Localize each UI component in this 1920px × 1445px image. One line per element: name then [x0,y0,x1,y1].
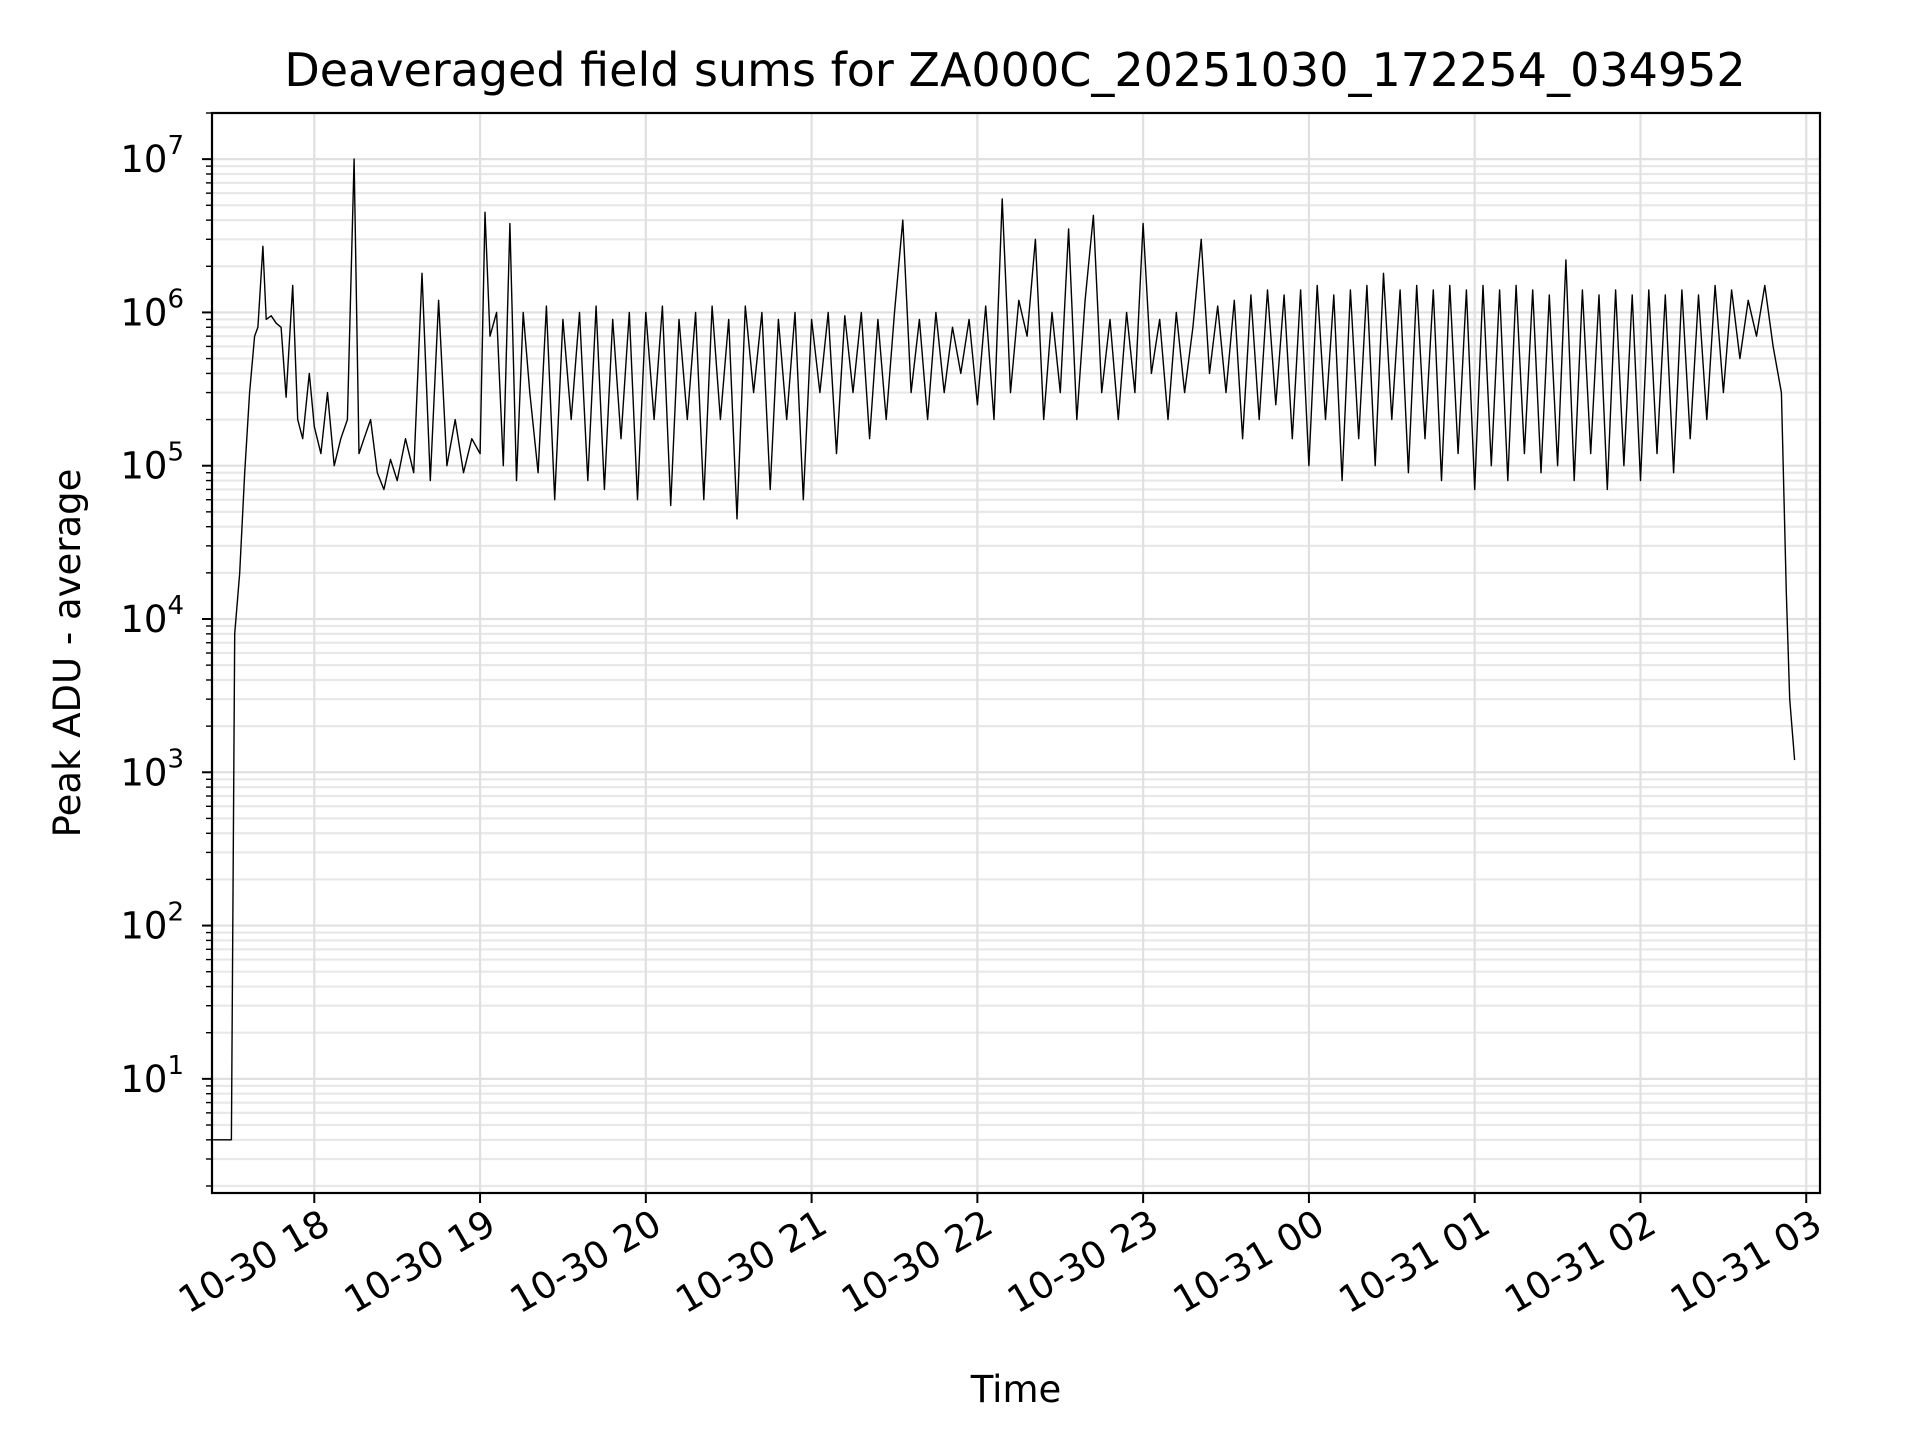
y-tick-label: 103 [120,744,184,794]
axis-ticks [202,112,1808,1203]
x-tick-label: 10-31 03 [1663,1202,1829,1322]
y-tick-labels: 101 102 103 104 105 106 107 [120,131,184,1101]
chart-title: Deaveraged field sums for ZA000C_2025103… [284,43,1745,97]
x-tick-labels: 10-30 18 10-30 19 10-30 20 10-30 21 10-30 22… [171,1202,1829,1322]
y-tick-label: 105 [120,438,184,488]
y-axis-label: Peak ADU - average [46,469,89,838]
y-tick-label: 106 [120,284,184,334]
x-tick-label: 10-31 02 [1497,1202,1663,1322]
y-tick-label: 101 [120,1051,184,1101]
series-line [213,158,1796,1141]
x-tick-label: 10-31 01 [1332,1202,1498,1322]
series-layer [213,158,1796,1141]
x-tick-label: 10-30 21 [669,1202,835,1322]
x-axis-label: Time [970,1368,1062,1411]
x-tick-label: 10-31 00 [1166,1202,1332,1322]
x-tick-label: 10-30 18 [171,1202,337,1322]
y-tick-label: 107 [120,131,184,181]
y-tick-label: 104 [120,591,184,641]
y-tick-label: 102 [120,898,184,948]
grid [212,111,1820,1193]
x-tick-label: 10-30 23 [1000,1202,1166,1322]
x-tick-label: 10-30 20 [503,1202,669,1322]
x-tick-label: 10-30 22 [834,1202,1000,1322]
x-tick-label: 10-30 19 [337,1202,503,1322]
